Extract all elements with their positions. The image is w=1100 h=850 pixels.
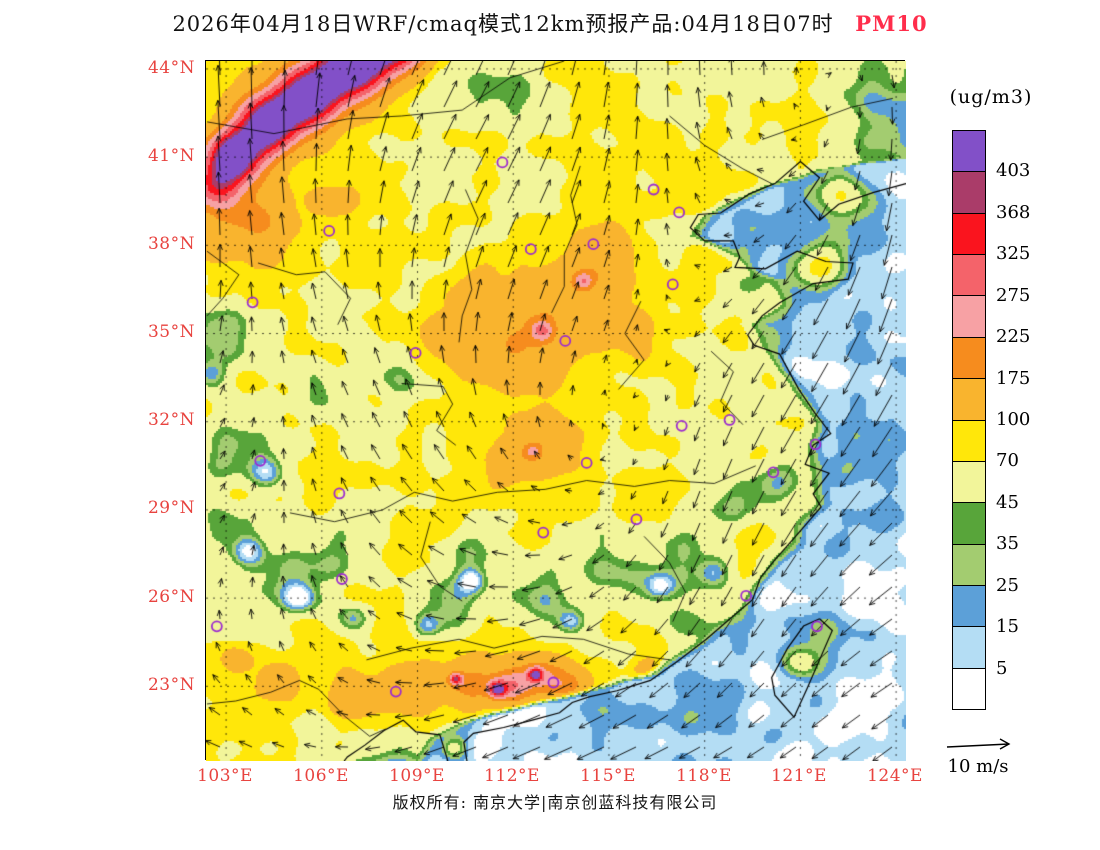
legend-color-block	[953, 171, 985, 213]
legend-color-block	[953, 254, 985, 296]
lon-label: 106°E	[293, 766, 349, 786]
lat-label: 44°N	[147, 58, 195, 78]
legend-color-block	[953, 131, 985, 172]
legend-color-block	[953, 667, 985, 710]
legend-color-block	[953, 626, 985, 668]
legend-level-label: 275	[996, 284, 1031, 306]
lon-label: 115°E	[580, 766, 636, 786]
lat-label: 32°N	[147, 410, 195, 430]
pollutant-label: PM10	[855, 11, 928, 36]
legend-level-label: 45	[996, 491, 1019, 513]
lat-label: 29°N	[147, 498, 195, 518]
legend-color-block	[953, 336, 985, 379]
legend-level-label: 403	[996, 160, 1031, 182]
legend-units-label: (ug/m3)	[949, 86, 1033, 108]
legend-level-label: 325	[996, 243, 1031, 265]
legend-levels: 403 368 325 275 225 175 100 70 45 35 25 15 5	[996, 130, 1056, 730]
legend-colorbar	[952, 130, 986, 710]
legend-level-label: 100	[996, 409, 1031, 430]
legend-color-block	[953, 212, 985, 255]
map-frame	[205, 60, 906, 761]
wind-scale-label: 10 m/s	[947, 756, 1009, 777]
lat-label: 35°N	[147, 322, 195, 342]
lon-label: 121°E	[771, 766, 827, 786]
legend-level-label: 368	[996, 201, 1031, 223]
lon-label: 124°E	[867, 766, 923, 786]
title-text: 2026年04月18日WRF/cmaq模式12km预报产品:04月18日07时	[172, 12, 834, 36]
legend-color-block	[953, 460, 985, 503]
lat-label: 38°N	[147, 234, 195, 254]
legend-level-label: 70	[996, 450, 1019, 472]
legend-color-block	[953, 543, 985, 585]
legend-level-label: 5	[996, 657, 1008, 679]
legend-level-label: 175	[996, 367, 1031, 389]
pm10-concentration-map	[206, 61, 906, 761]
legend-color-block	[953, 502, 985, 544]
legend-color-block	[953, 295, 985, 337]
legend-color-block	[953, 584, 985, 627]
page-title: 2026年04月18日WRF/cmaq模式12km预报产品:04月18日07时 …	[0, 8, 1100, 38]
lon-label: 112°E	[484, 766, 540, 786]
legend-color-block	[953, 419, 985, 461]
legend-color-block	[953, 378, 985, 420]
lon-label: 103°E	[197, 766, 253, 786]
lat-label: 41°N	[147, 146, 195, 166]
lon-label: 109°E	[389, 766, 445, 786]
legend-level-label: 15	[996, 616, 1019, 638]
lon-label: 118°E	[676, 766, 732, 786]
copyright-text: 版权所有: 南京大学|南京创蓝科技有限公司	[392, 793, 718, 812]
legend-level-label: 35	[996, 533, 1019, 555]
legend-level-label: 225	[996, 326, 1031, 348]
lat-label: 23°N	[147, 675, 195, 695]
lat-label: 26°N	[147, 587, 195, 607]
legend-level-label: 25	[996, 574, 1019, 596]
wind-scale-arrow-icon	[946, 738, 1011, 750]
